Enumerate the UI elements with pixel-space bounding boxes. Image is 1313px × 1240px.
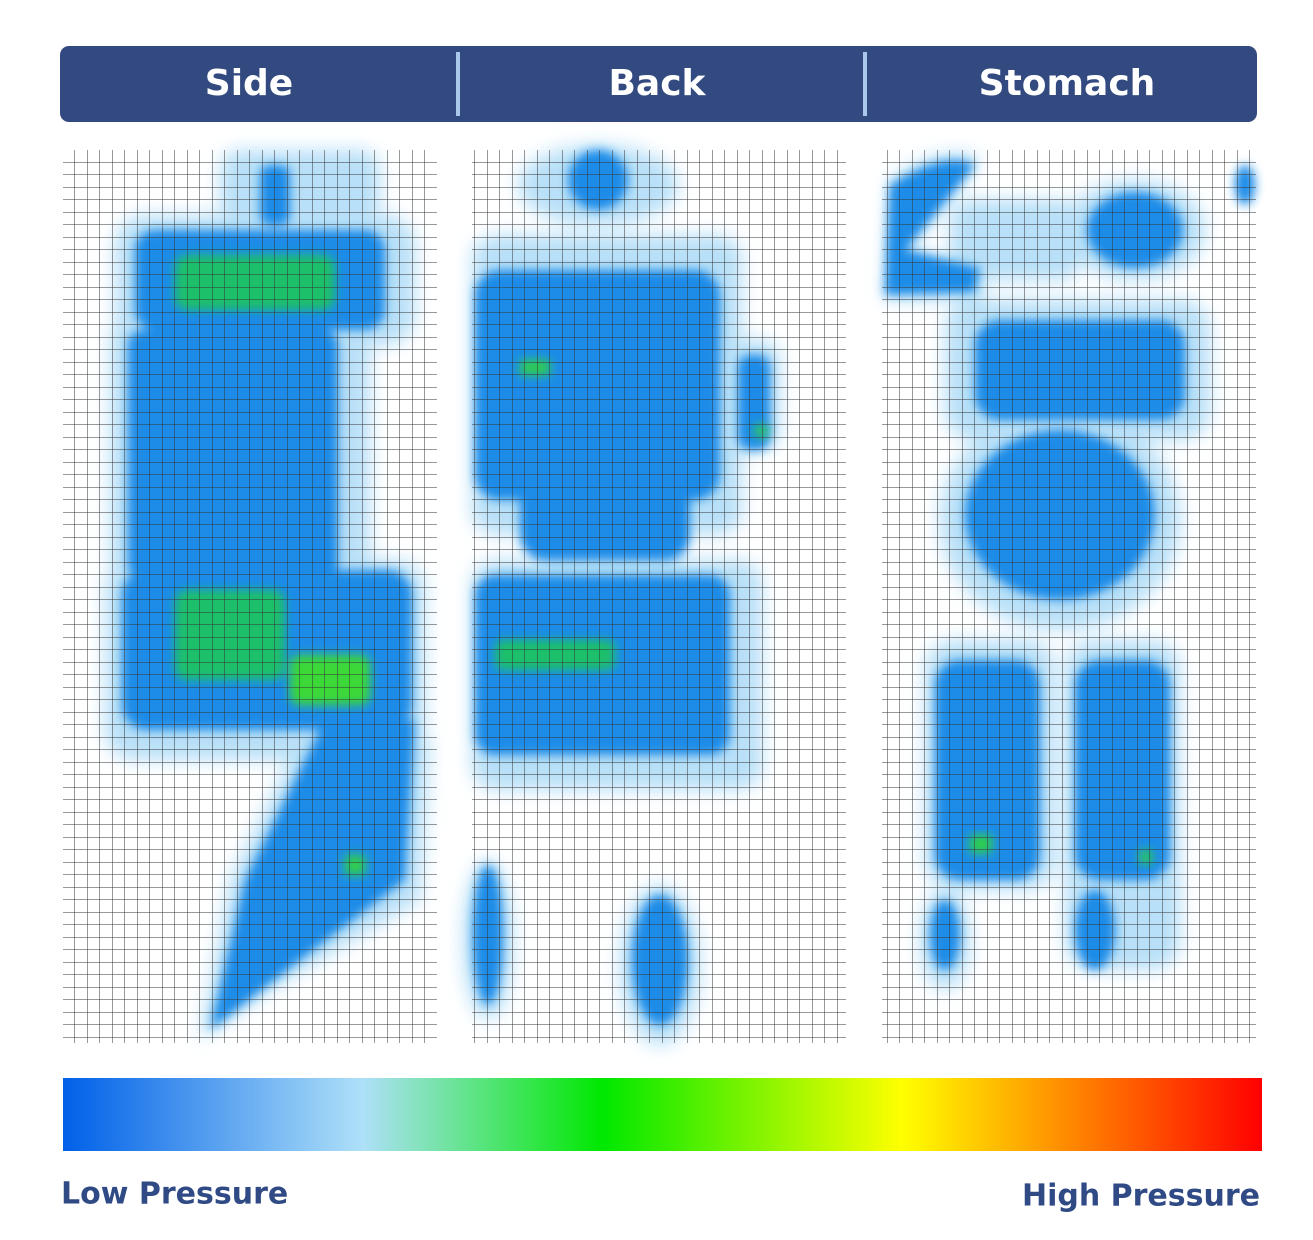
tab-bar bbox=[60, 46, 1257, 122]
tab-stomach[interactable]: Stomach bbox=[979, 63, 1156, 104]
low-pressure-label: Low Pressure bbox=[61, 1177, 288, 1212]
stomach-pressure-map bbox=[882, 150, 1256, 1043]
tab-side[interactable]: Side bbox=[205, 63, 293, 104]
pressure-color-scale bbox=[63, 1078, 1262, 1151]
tab-back[interactable]: Back bbox=[608, 63, 706, 104]
back-pressure-map bbox=[463, 145, 846, 1045]
side-pressure-map bbox=[63, 150, 437, 1043]
high-pressure-label: High Pressure bbox=[1022, 1179, 1260, 1214]
